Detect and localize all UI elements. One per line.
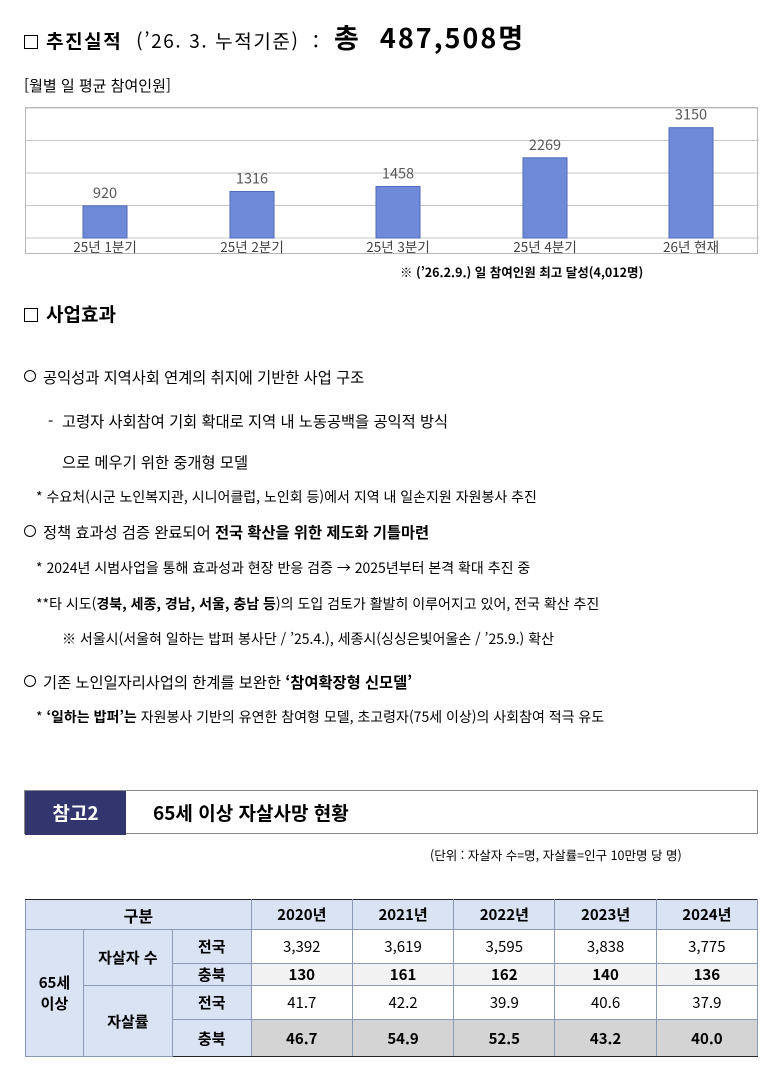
svg-text:3150: 3150 xyxy=(675,108,707,125)
svg-text:2269: 2269 xyxy=(529,134,561,155)
svg-text:1316: 1316 xyxy=(236,168,268,189)
svg-text:920: 920 xyxy=(93,182,117,203)
svg-text:25년 3분기: 25년 3분기 xyxy=(366,236,430,255)
svg-text:25년 2분기: 25년 2분기 xyxy=(220,236,284,255)
svg-text:25년 1분기: 25년 1분기 xyxy=(73,236,137,255)
svg-text:25년 4분기: 25년 4분기 xyxy=(513,236,577,255)
svg-text:26년 현재: 26년 현재 xyxy=(663,236,719,255)
svg-text:1458: 1458 xyxy=(382,163,414,184)
